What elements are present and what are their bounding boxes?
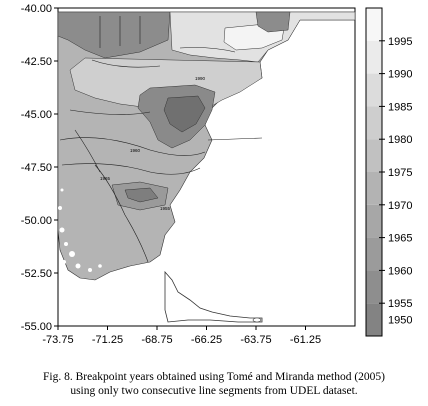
colorbar-segment <box>366 139 382 172</box>
north-east-dark-patch <box>255 11 291 33</box>
colorbar-label: 1980 <box>388 134 412 146</box>
central-core-zone <box>163 95 206 133</box>
x-tick-label: -63.75 <box>240 334 271 346</box>
y-tick-label: -40.00 <box>21 3 52 15</box>
contour-lines <box>59 16 263 263</box>
north-dark-zone <box>57 11 171 59</box>
x-tick-label: -73.75 <box>42 334 73 346</box>
colorbar-label: 1985 <box>388 101 412 113</box>
colorbar-segment <box>366 303 382 336</box>
y-tick-label: -47.50 <box>21 162 52 174</box>
x-tick-label: -71.25 <box>92 334 123 346</box>
x-tick-label: -61.25 <box>290 334 321 346</box>
caption-line-2: using only two consecutive line segments… <box>70 385 358 397</box>
x-tick-label: -68.75 <box>141 334 172 346</box>
colorbar-label: 1965 <box>388 233 412 245</box>
colorbar-label: 1960 <box>388 265 412 277</box>
contour-label: 1965 <box>100 176 111 181</box>
colorbar-segment <box>366 172 382 205</box>
colorbar-segment <box>366 106 382 140</box>
y-tick-label: -55.00 <box>21 321 52 333</box>
y-tick-label: -52.50 <box>21 268 52 280</box>
colorbar-label: 1955 <box>388 298 412 310</box>
colorbar-segment <box>366 8 382 41</box>
x-axis: -73.75 -71.25 -68.75 -66.25 -63.75 -61.25 <box>42 326 321 346</box>
figure-caption: Fig. 8. Breakpoint years obtained using … <box>14 370 414 398</box>
island <box>252 317 262 323</box>
coastal-islands <box>58 188 102 272</box>
y-axis: -40.00 -42.50 -45.00 -47.50 -50.00 -52.50 -55.… <box>21 3 58 333</box>
colorbar-label: 1990 <box>388 69 412 81</box>
colorbar-segment <box>366 270 382 304</box>
colorbar-segment <box>366 204 382 238</box>
colorbar-label: 1950 <box>388 315 412 327</box>
colorbar-label: 1970 <box>388 200 412 212</box>
colorbar-label: 1975 <box>388 167 412 179</box>
south-darker-core <box>124 187 159 203</box>
caption-line-1: Fig. 8. Breakpoint years obtained using … <box>42 371 385 383</box>
map-region: 1990 1965 1960 1955 <box>57 11 356 323</box>
contour-label: 1960 <box>130 148 141 153</box>
x-tick-label: -66.25 <box>191 334 222 346</box>
contour-label: 1990 <box>195 76 206 81</box>
y-tick-label: -42.50 <box>21 56 52 68</box>
y-tick-label: -45.00 <box>21 109 52 121</box>
colorbar: 1995 1990 1985 1980 1975 1970 1965 1960 1955 1950 <box>365 7 412 337</box>
colorbar-label: 1995 <box>388 36 412 48</box>
y-tick-label: -50.00 <box>21 215 52 227</box>
colorbar-segment <box>366 237 382 271</box>
colorbar-segment <box>366 73 382 107</box>
colorbar-segment <box>366 40 382 74</box>
contour-label: 1955 <box>160 206 171 211</box>
